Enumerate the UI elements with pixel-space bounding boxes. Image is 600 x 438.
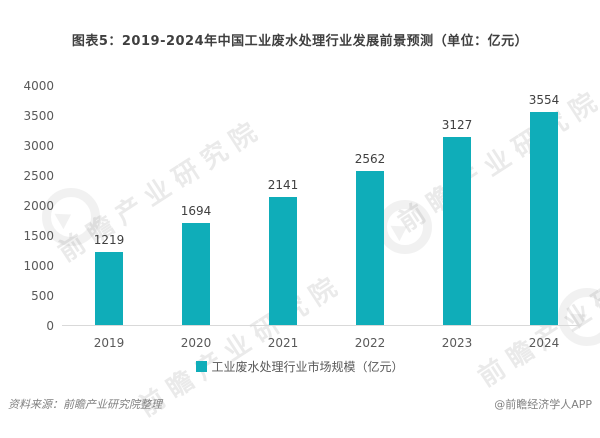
bar-value-label: 2562 <box>354 152 386 166</box>
y-axis-tick-label: 0 <box>46 319 54 333</box>
legend-marker <box>196 361 208 372</box>
bar-2022 <box>356 171 384 325</box>
x-axis-label: 2023 <box>441 336 473 350</box>
bar-value-label: 1219 <box>93 233 125 247</box>
y-axis-tick-label: 3000 <box>23 139 54 153</box>
y-axis-tick-label: 2500 <box>23 169 54 183</box>
x-axis-label: 2020 <box>180 336 212 350</box>
footer: 资料来源：前瞻产业研究院整理 @前瞻经济学人APP <box>0 396 600 412</box>
x-axis-label: 2021 <box>267 336 299 350</box>
y-axis-tick-label: 1000 <box>23 259 54 273</box>
chart-title: 图表5：2019-2024年中国工业废水处理行业发展前景预测（单位：亿元） <box>71 34 529 49</box>
bar-2021 <box>269 197 297 325</box>
bar-2023 <box>443 137 471 325</box>
credit-note: @前瞻经济学人APP <box>494 398 592 411</box>
y-axis-tick-label: 3500 <box>23 109 54 123</box>
bar-2020 <box>182 223 210 325</box>
legend-label: 工业废水处理行业市场规模（亿元） <box>211 360 404 374</box>
legend: 工业废水处理行业市场规模（亿元） <box>0 358 600 375</box>
source-note: 资料来源：前瞻产业研究院整理 <box>8 398 162 411</box>
bar-2024 <box>530 112 558 325</box>
y-axis-tick-label: 1500 <box>23 229 54 243</box>
y-axis-tick-label: 2000 <box>23 199 54 213</box>
bar-value-label: 1694 <box>180 204 212 218</box>
y-axis-tick-label: 4000 <box>23 79 54 93</box>
bar-value-label: 3127 <box>441 118 473 132</box>
x-axis-label: 2024 <box>528 336 560 350</box>
x-axis-label: 2019 <box>93 336 125 350</box>
bar-chart-plot-area: 4000 3500 3000 2500 2000 1500 1000 500 0 1219 2019… <box>23 79 580 350</box>
bar-2019 <box>95 252 123 325</box>
bar-value-label: 3554 <box>528 93 560 107</box>
x-axis-label: 2022 <box>354 336 386 350</box>
y-axis-tick-label: 500 <box>31 289 54 303</box>
bar-value-label: 2141 <box>267 178 299 192</box>
